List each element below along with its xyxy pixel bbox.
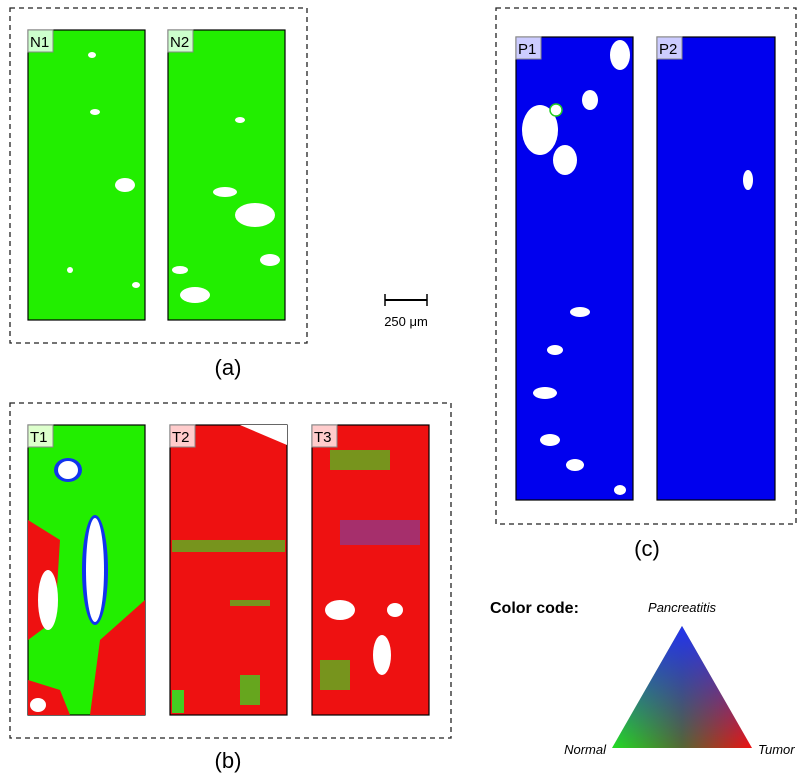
image-n1 xyxy=(28,30,145,320)
image-label: N1 xyxy=(30,34,49,51)
vertex-label: Normal xyxy=(564,742,607,757)
scale-bar xyxy=(385,294,427,306)
image-label: T2 xyxy=(172,429,190,446)
image-label: P1 xyxy=(518,41,536,58)
image-t2 xyxy=(170,425,287,715)
vertex-label: Tumor xyxy=(758,742,795,757)
vertex-label: Pancreatitis xyxy=(648,600,716,615)
image-t3 xyxy=(312,425,429,715)
image-t1 xyxy=(28,425,145,715)
legend-title: Color code: xyxy=(490,600,579,617)
image-n2 xyxy=(168,30,285,320)
image-label: N2 xyxy=(170,34,189,51)
image-p2 xyxy=(657,37,775,500)
image-label: T1 xyxy=(30,429,48,446)
panel-caption: (a) xyxy=(215,355,242,380)
image-label: T3 xyxy=(314,429,332,446)
image-label: P2 xyxy=(659,41,677,58)
scale-label: 250 μm xyxy=(384,314,428,329)
panel-caption: (b) xyxy=(215,748,242,773)
color-triangle xyxy=(612,626,752,748)
image-p1 xyxy=(516,37,633,500)
panel-caption: (c) xyxy=(634,536,660,561)
figure: N1 N2 (a) 250 μm T1 T2 T3 (b) xyxy=(0,0,804,774)
